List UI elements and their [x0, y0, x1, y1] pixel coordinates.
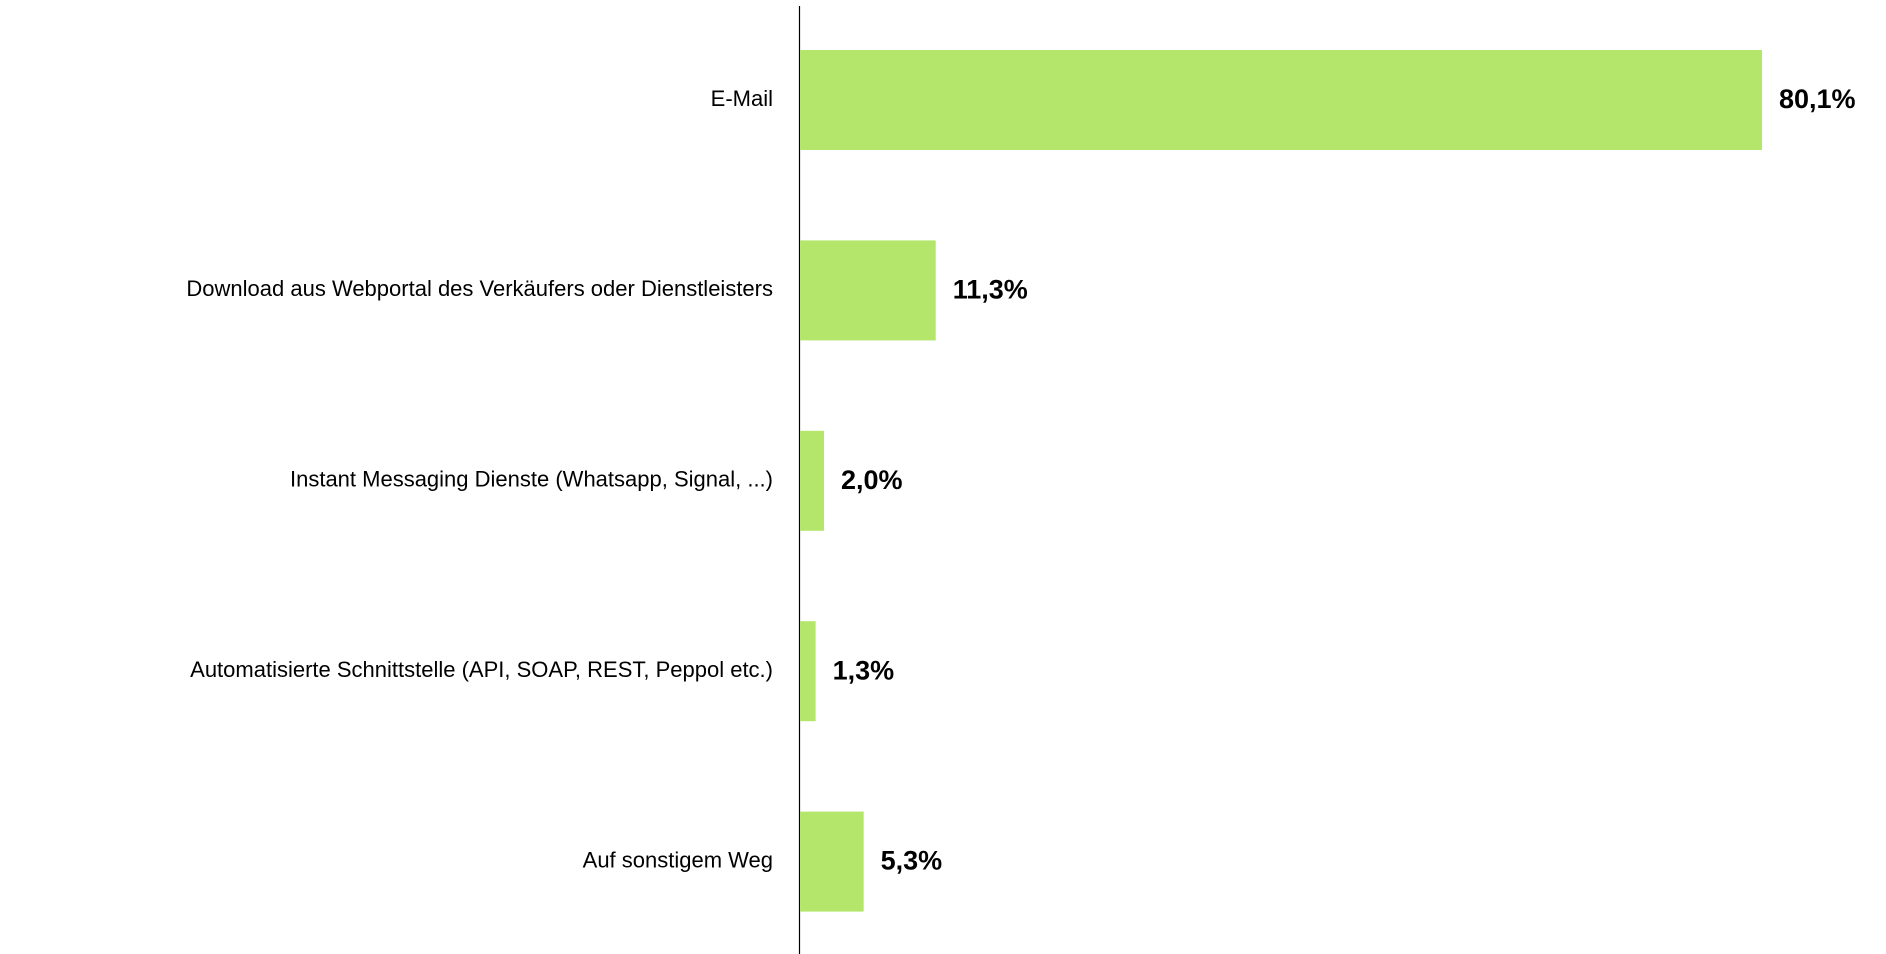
bar — [800, 621, 816, 722]
bar — [800, 240, 936, 341]
value-label: 2,0% — [841, 465, 903, 495]
value-label: 1,3% — [833, 655, 895, 685]
value-label: 11,3% — [953, 275, 1028, 305]
category-label: Automatisierte Schnittstelle (API, SOAP,… — [190, 657, 773, 682]
category-label: E-Mail — [711, 86, 773, 111]
bar — [800, 811, 864, 912]
category-label: Auf sonstigem Weg — [583, 847, 773, 872]
bar — [800, 50, 1762, 150]
bar — [800, 430, 825, 531]
category-label: Instant Messaging Dienste (Whatsapp, Sig… — [290, 467, 773, 492]
category-label: Download aus Webportal des Verkäufers od… — [186, 276, 773, 301]
value-label: 80,1% — [1779, 84, 1856, 114]
value-label: 5,3% — [881, 846, 943, 876]
